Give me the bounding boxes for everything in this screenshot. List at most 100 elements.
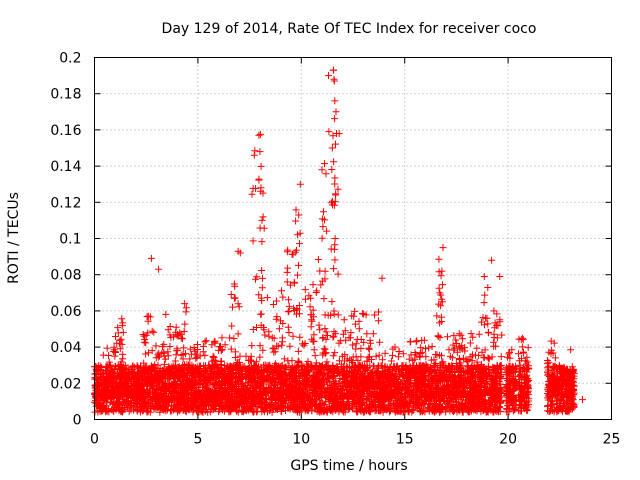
data-point — [103, 344, 111, 352]
data-point — [328, 166, 336, 173]
data-point — [234, 300, 242, 308]
data-point — [282, 370, 290, 378]
data-point — [316, 326, 324, 334]
y-tick-label: 0.06 — [50, 304, 81, 320]
data-point — [134, 383, 142, 391]
data-point — [257, 162, 265, 170]
data-point — [310, 388, 318, 396]
data-point — [151, 361, 159, 369]
data-point — [199, 348, 207, 356]
data-point — [121, 405, 128, 413]
data-point — [148, 380, 155, 388]
data-point — [194, 393, 202, 401]
data-point — [112, 349, 119, 356]
data-point — [166, 331, 174, 339]
data-point — [286, 394, 294, 402]
data-point — [112, 333, 119, 340]
data-point — [166, 323, 174, 330]
data-point — [293, 378, 301, 386]
data-point — [435, 255, 443, 263]
data-point — [170, 333, 178, 341]
data-point — [199, 383, 206, 391]
data-point — [263, 294, 271, 302]
data-point — [214, 365, 222, 373]
data-point — [295, 302, 303, 309]
data-point — [181, 300, 189, 308]
data-point — [352, 340, 360, 348]
data-point — [103, 370, 111, 378]
data-point — [307, 311, 315, 319]
data-point — [99, 406, 107, 414]
data-point — [103, 399, 111, 407]
data-point — [334, 311, 342, 319]
data-point — [185, 367, 193, 375]
data-point — [249, 408, 257, 416]
data-point — [208, 393, 216, 401]
data-point — [94, 375, 102, 383]
data-point — [294, 271, 302, 279]
data-point — [192, 354, 200, 362]
x-tick-label: 5 — [193, 432, 202, 448]
data-point — [121, 378, 129, 386]
data-point — [258, 238, 266, 246]
data-point — [330, 265, 338, 273]
data-point — [207, 386, 215, 394]
y-tick-label: 0.02 — [50, 376, 81, 392]
data-point — [267, 375, 275, 383]
data-point — [300, 386, 308, 393]
data-point — [142, 339, 150, 347]
data-point — [227, 291, 235, 298]
data-point — [293, 306, 301, 314]
data-point — [310, 338, 318, 345]
data-point — [271, 363, 279, 371]
data-point — [301, 381, 309, 389]
data-point — [259, 274, 266, 282]
grid-lines — [94, 57, 612, 420]
data-point — [222, 388, 230, 396]
data-point — [199, 392, 207, 400]
data-point — [256, 130, 264, 138]
data-point — [292, 217, 300, 225]
data-point — [296, 310, 303, 318]
data-point — [147, 368, 155, 376]
data-point — [255, 176, 263, 184]
data-point — [199, 372, 207, 380]
y-tick-label: 0 — [73, 413, 82, 429]
data-point — [256, 342, 264, 350]
data-point — [291, 248, 299, 256]
data-point — [160, 340, 168, 348]
data-point — [244, 382, 252, 390]
data-point — [307, 323, 315, 331]
data-point — [230, 294, 238, 302]
data-point — [302, 295, 309, 303]
data-point — [252, 358, 260, 366]
data-point — [152, 392, 159, 400]
data-point — [150, 328, 158, 336]
data-point — [261, 331, 269, 339]
data-point — [172, 323, 180, 331]
data-point — [141, 336, 149, 343]
data-point — [242, 352, 250, 360]
data-point — [168, 370, 176, 378]
data-point — [236, 352, 244, 360]
data-point — [189, 408, 197, 416]
data-point — [217, 347, 225, 355]
data-point — [322, 328, 330, 336]
data-point — [292, 364, 300, 372]
data-point — [355, 325, 363, 333]
data-point — [306, 303, 314, 311]
data-point — [180, 328, 188, 335]
data-point — [191, 380, 199, 388]
data-point — [307, 381, 315, 389]
data-point — [272, 384, 280, 392]
data-point — [230, 403, 238, 411]
y-axis-label: ROTI / TECUs — [6, 192, 22, 284]
data-point — [172, 351, 180, 359]
data-point — [307, 294, 315, 302]
data-point — [161, 399, 169, 407]
data-point — [185, 379, 193, 387]
data-point — [201, 400, 209, 408]
data-point — [330, 310, 338, 318]
data-point — [294, 357, 302, 365]
